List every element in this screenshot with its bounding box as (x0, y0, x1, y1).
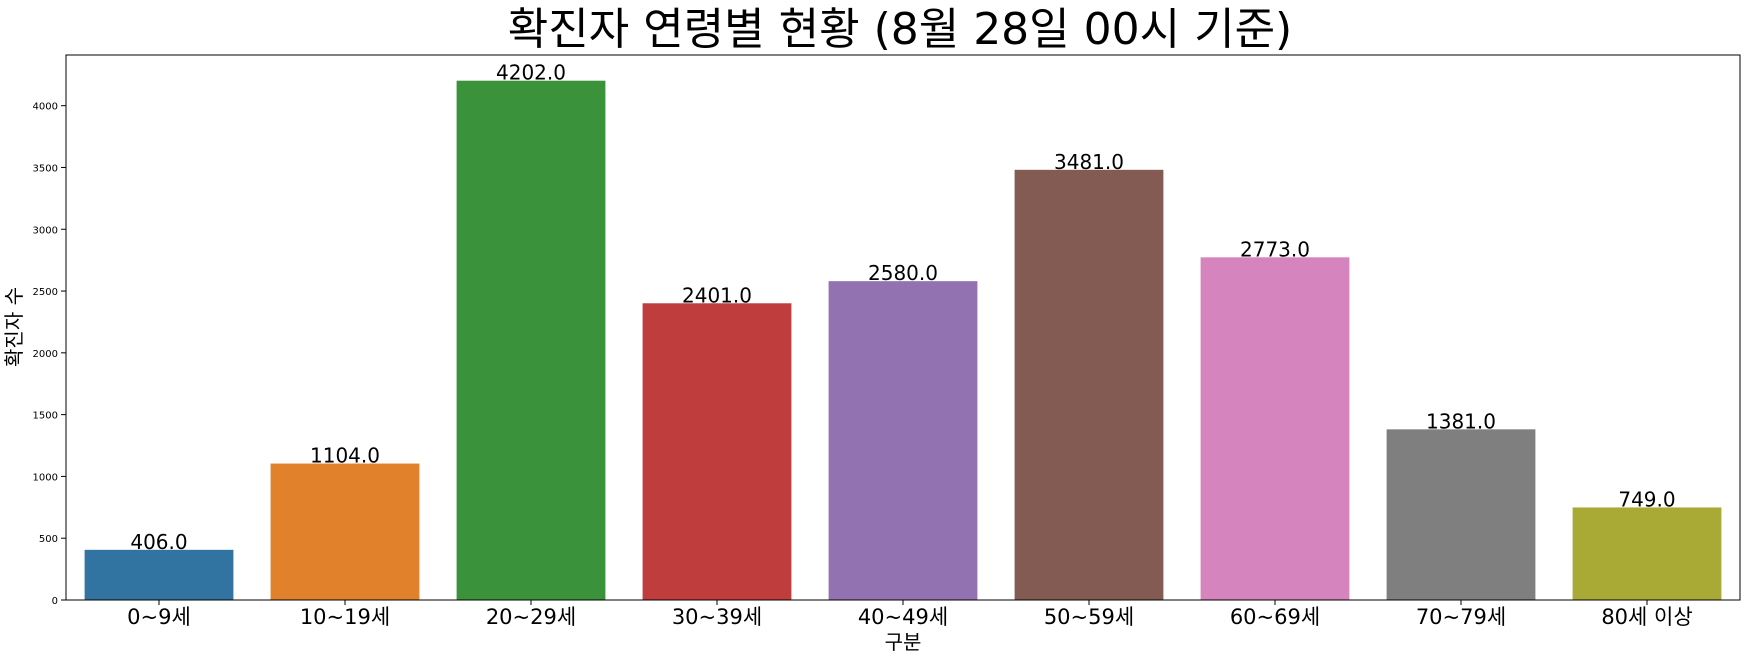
y-tick-label: 500 (39, 534, 58, 545)
y-tick-label: 1000 (33, 472, 58, 483)
y-tick-label: 4000 (33, 102, 58, 113)
bar-value-label: 1104.0 (310, 444, 380, 468)
bar-value-label: 3481.0 (1054, 150, 1124, 174)
bar-value-label: 749.0 (1618, 487, 1675, 511)
bar-7 (1386, 429, 1536, 600)
y-tick-label: 0 (52, 596, 58, 607)
bar-0 (84, 549, 234, 600)
x-axis: 0~9세 10~19세 20~29세 30~39세 40~49세 50~59세 60~69세… (127, 600, 1693, 629)
bar-2 (456, 80, 606, 601)
x-tick-label: 50~59세 (1044, 605, 1134, 629)
bar-value-label: 2580.0 (868, 261, 938, 285)
bar-4 (828, 281, 978, 600)
bar-6 (1200, 257, 1350, 600)
chart-title: 확진자 연령별 현황 (8월 28일 00시 기준) (508, 4, 1292, 55)
bar-1 (270, 463, 420, 600)
y-axis-label: 확진자 수 (2, 287, 26, 367)
x-axis-label: 구분 (885, 630, 922, 654)
y-tick-label: 3000 (33, 225, 58, 236)
y-tick-label: 1500 (33, 411, 58, 422)
plot-frame (65, 54, 1741, 601)
bar-value-label: 406.0 (130, 530, 187, 554)
bar-value-labels: 406.0 1104.0 4202.0 2401.0 2580.0 3481.0 2773.… (130, 61, 1675, 554)
bar-8 (1572, 507, 1722, 600)
x-tick-label: 30~39세 (672, 605, 762, 629)
y-axis: 0 500 1000 1500 2000 2500 3000 3500 4000 (33, 102, 66, 607)
x-tick-label: 80세 이상 (1601, 605, 1692, 629)
x-tick-label: 0~9세 (127, 605, 191, 629)
bar-5 (1014, 169, 1164, 600)
x-tick-label: 10~19세 (300, 605, 390, 629)
bar-3 (642, 303, 792, 600)
y-tick-label: 2000 (33, 349, 58, 360)
bars-group (84, 80, 1722, 601)
x-tick-label: 60~69세 (1230, 605, 1320, 629)
bar-value-label: 2401.0 (682, 283, 752, 307)
x-tick-label: 40~49세 (858, 605, 948, 629)
bar-value-label: 2773.0 (1240, 237, 1310, 261)
x-tick-label: 20~29세 (486, 605, 576, 629)
x-tick-label: 70~79세 (1416, 605, 1506, 629)
bar-value-label: 1381.0 (1426, 409, 1496, 433)
y-tick-label: 3500 (33, 163, 58, 174)
bar-value-label: 4202.0 (496, 61, 566, 85)
y-tick-label: 2500 (33, 287, 58, 298)
